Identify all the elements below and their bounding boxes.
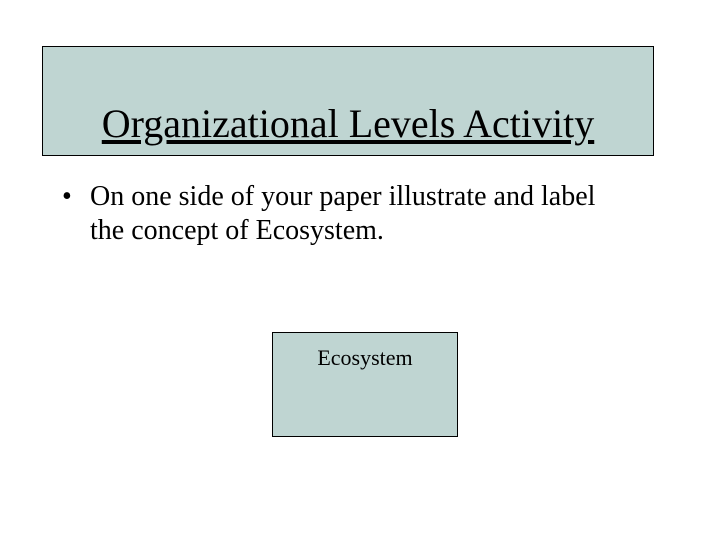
bullet-area: • On one side of your paper illustrate a… (62, 180, 622, 248)
slide: Organizational Levels Activity • On one … (0, 0, 720, 540)
bullet-marker: • (62, 180, 90, 214)
concept-box: Ecosystem (272, 332, 458, 437)
bullet-item: • On one side of your paper illustrate a… (62, 180, 622, 248)
slide-title: Organizational Levels Activity (102, 100, 594, 147)
bullet-text: On one side of your paper illustrate and… (90, 180, 622, 248)
concept-box-label: Ecosystem (273, 347, 457, 369)
title-box: Organizational Levels Activity (42, 46, 654, 156)
